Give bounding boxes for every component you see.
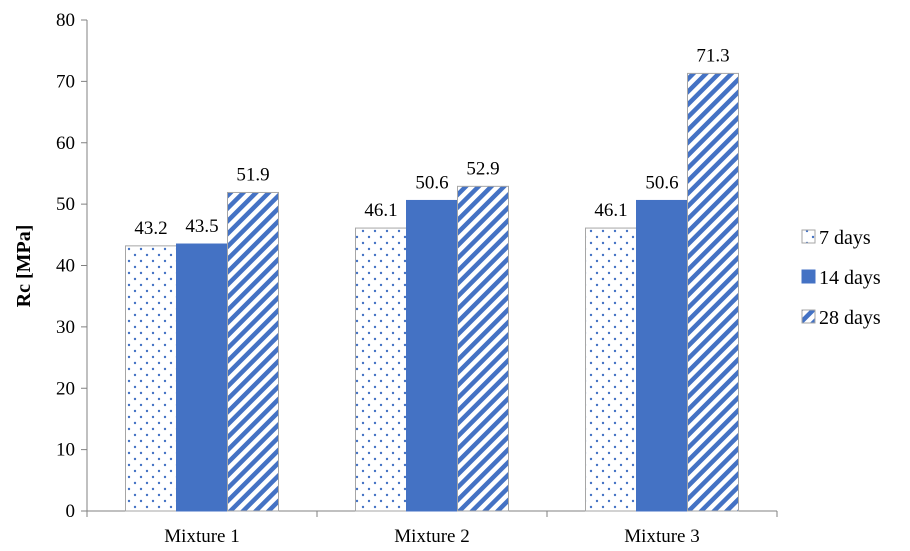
y-tick-label: 80 — [56, 10, 75, 31]
bar — [227, 191, 279, 512]
data-label: 46.1 — [364, 200, 397, 221]
bar — [176, 243, 228, 512]
bars-group — [125, 72, 739, 512]
data-label: 50.6 — [645, 172, 678, 193]
bar — [636, 199, 688, 512]
data-label: 52.9 — [466, 158, 499, 179]
y-tick-label: 70 — [56, 71, 75, 92]
legend: 7 days 14 days 28 days — [801, 227, 881, 329]
legend-swatch — [801, 229, 816, 244]
bar — [457, 185, 509, 512]
legend-label: 14 days — [819, 267, 881, 289]
y-tick-label: 40 — [56, 256, 75, 277]
legend-label: 7 days — [819, 227, 871, 249]
data-label: 71.3 — [696, 45, 729, 66]
bar — [355, 227, 407, 512]
y-tick-label: 10 — [56, 440, 75, 461]
bar — [406, 199, 458, 512]
data-label: 51.9 — [236, 164, 269, 185]
bar — [687, 72, 739, 512]
bar — [585, 227, 637, 512]
y-tick-label: 30 — [56, 317, 75, 338]
y-axis-title: Rc [MPa] — [13, 225, 35, 308]
data-label: 46.1 — [594, 200, 627, 221]
x-tick-label: Mixture 1 — [164, 526, 239, 547]
y-tick-label: 20 — [56, 378, 75, 399]
y-tick-label: 50 — [56, 194, 75, 215]
legend-label: 28 days — [819, 307, 881, 329]
x-tick-label: Mixture 3 — [624, 526, 699, 547]
data-labels-group: 43.2 43.5 51.9 46.1 50.6 52.9 46.1 50.6 71.3 — [134, 45, 729, 238]
legend-swatch — [801, 269, 816, 284]
x-tick-label: Mixture 2 — [394, 526, 469, 547]
y-tick-label: 0 — [66, 501, 76, 522]
data-label: 43.5 — [185, 216, 218, 237]
y-tick-label: 60 — [56, 133, 75, 154]
data-label: 43.2 — [134, 218, 167, 239]
data-label: 50.6 — [415, 172, 448, 193]
bar — [125, 245, 177, 512]
axes: 0 10 20 30 40 50 60 70 80 Mixture 1 Mixture 2 Mixtu… — [56, 10, 778, 547]
legend-swatch — [801, 309, 816, 324]
